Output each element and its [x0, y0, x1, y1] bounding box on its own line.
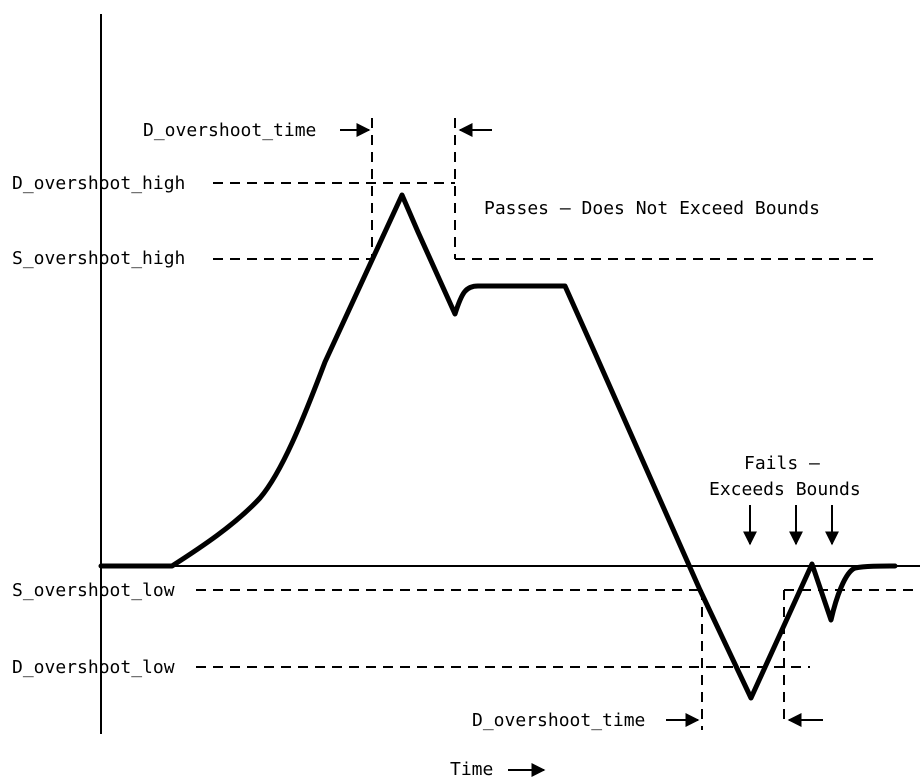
s-overshoot-high-label: S_overshoot_high [12, 248, 185, 269]
passes-annotation: Passes – Does Not Exceed Bounds [484, 198, 820, 219]
time-axis-label: Time [450, 759, 493, 778]
d-overshoot-high-label: D_overshoot_high [12, 173, 185, 194]
fails-annotation-line1: Fails – [744, 453, 820, 474]
d-overshoot-time-label-bottom: D_overshoot_time [472, 710, 645, 731]
d-overshoot-time-label-top: D_overshoot_time [143, 120, 316, 141]
fails-annotation-line2: Exceeds Bounds [709, 479, 861, 500]
s-overshoot-low-label: S_overshoot_low [12, 580, 175, 601]
signal-waveform [98, 192, 898, 701]
d-overshoot-low-label: D_overshoot_low [12, 657, 175, 678]
